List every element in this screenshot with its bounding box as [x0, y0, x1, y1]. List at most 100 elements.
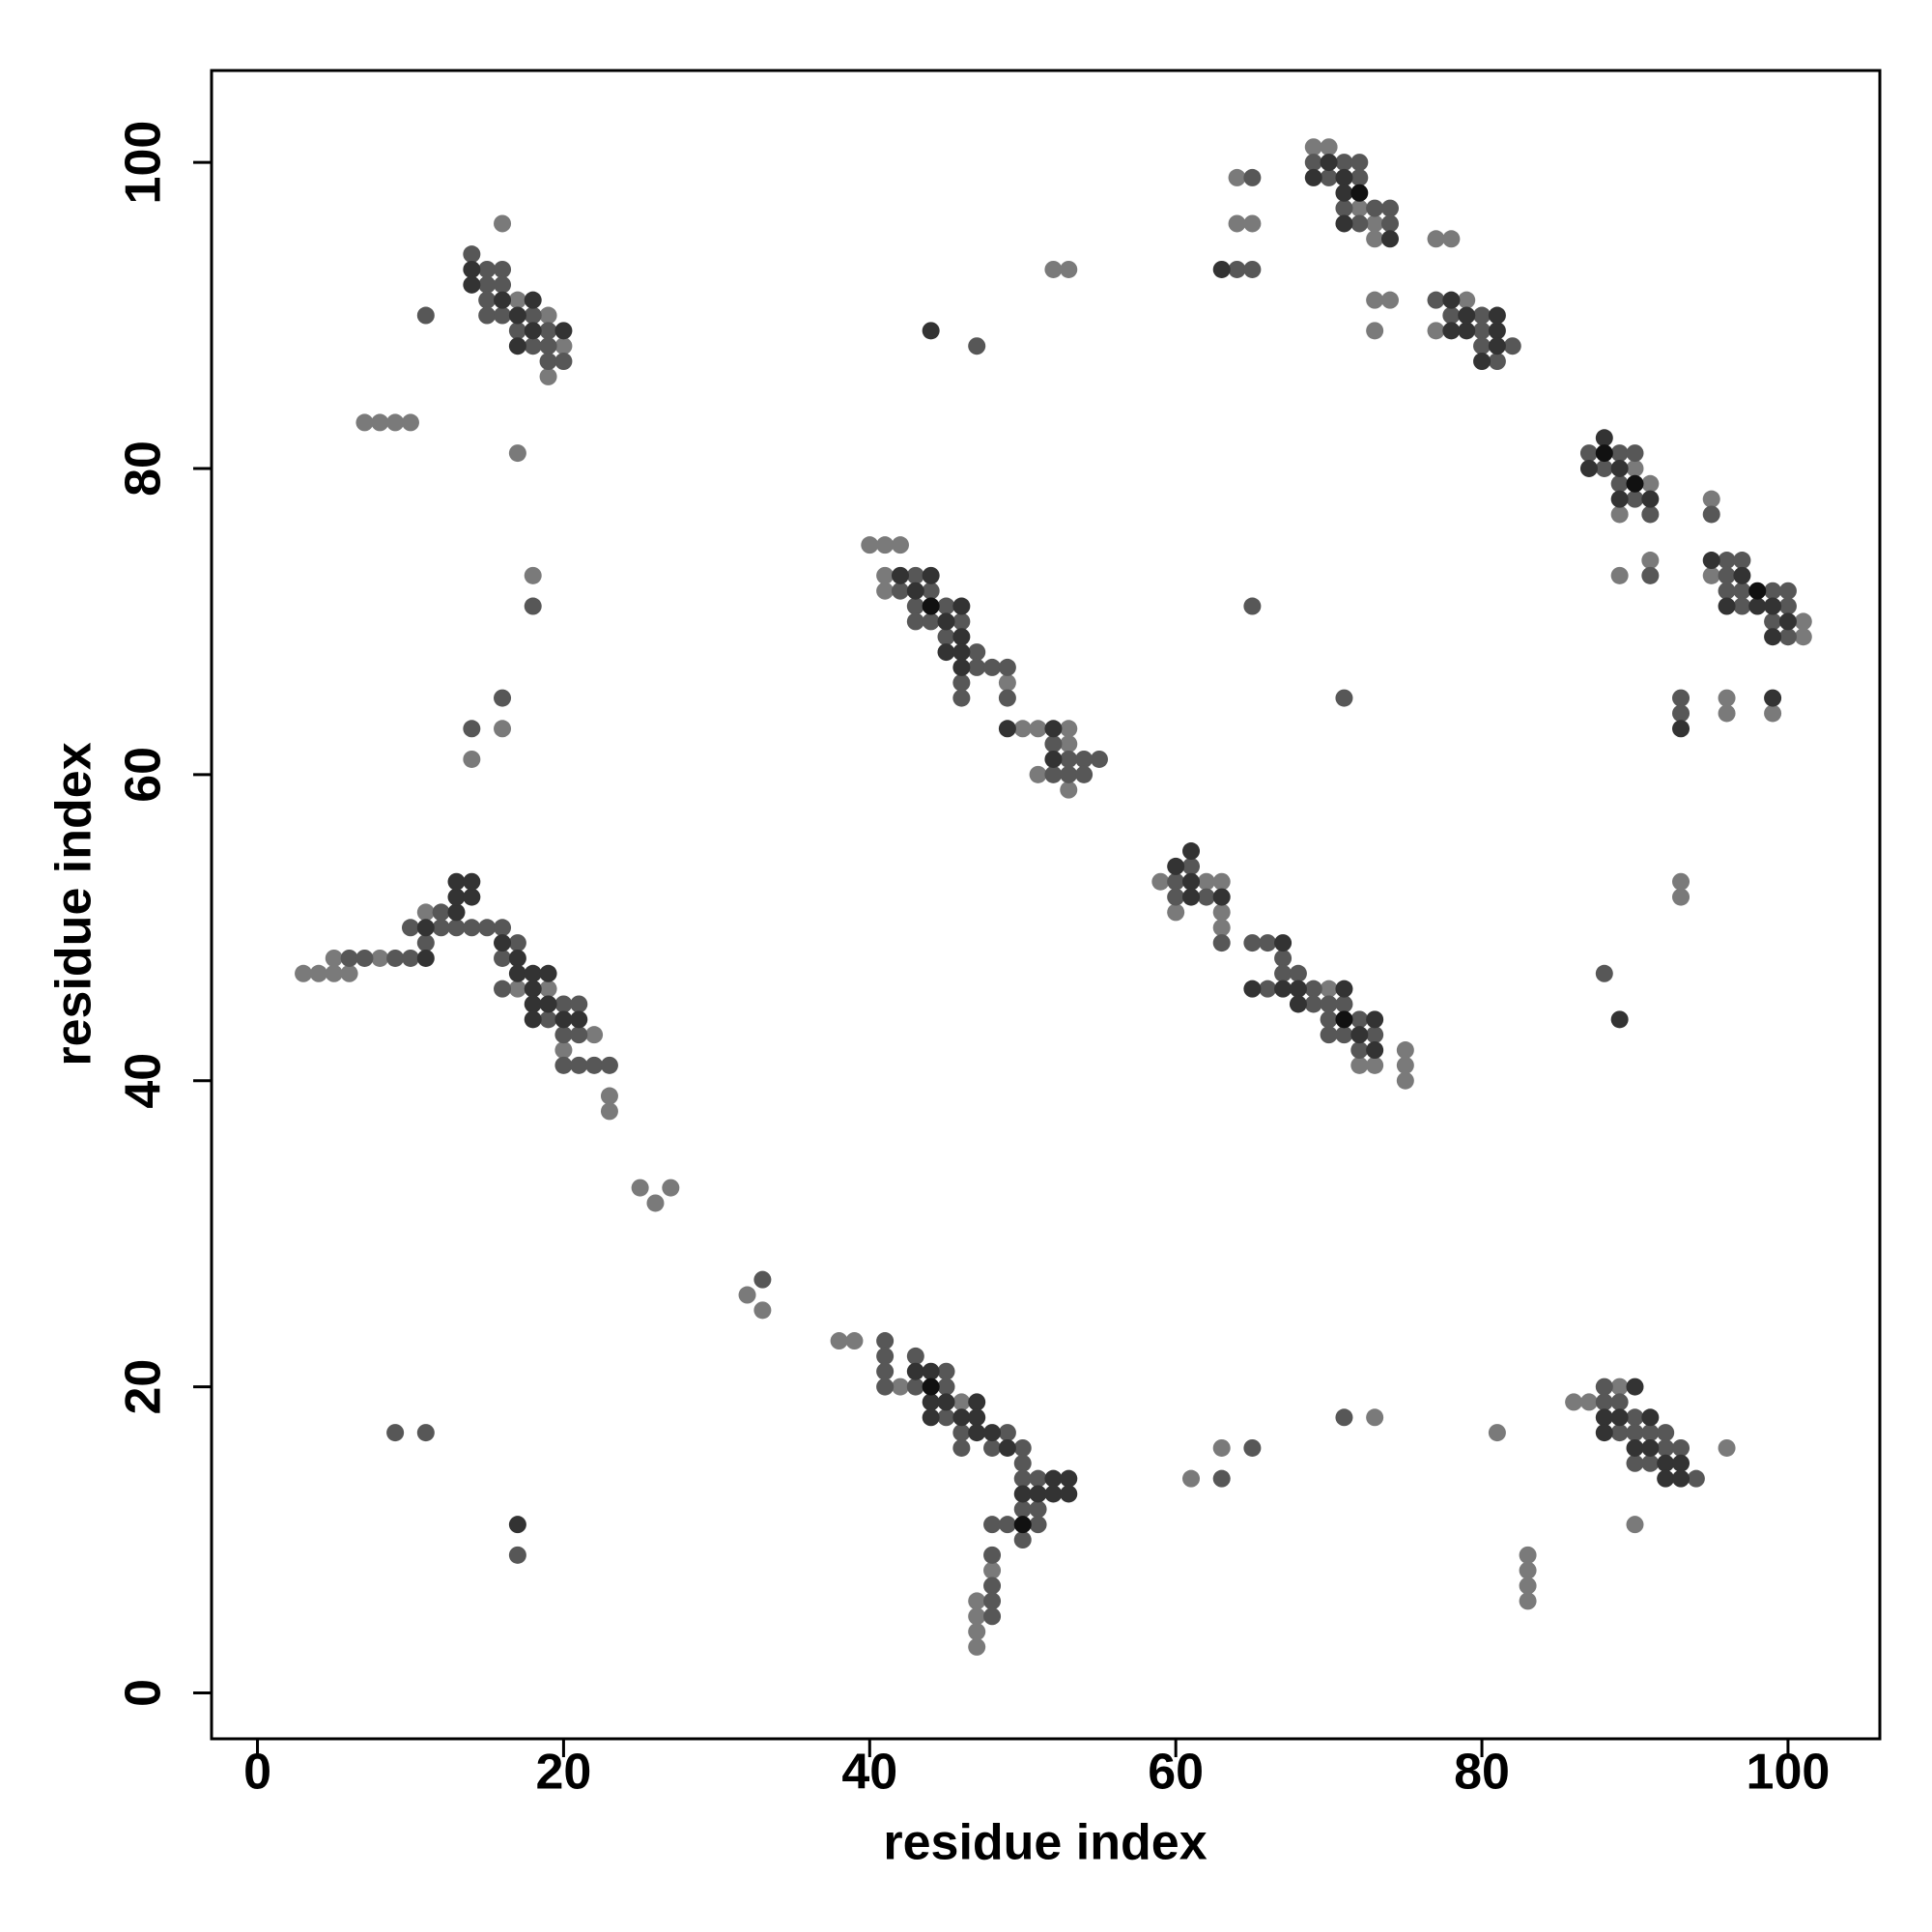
x-tick-label: 40: [841, 1745, 897, 1801]
point: [1151, 872, 1170, 891]
point: [1458, 306, 1476, 325]
point: [1595, 459, 1613, 477]
point: [876, 566, 895, 584]
point: [1778, 628, 1797, 646]
point: [524, 995, 542, 1013]
point: [906, 612, 924, 631]
point: [1304, 980, 1322, 998]
point: [1044, 735, 1063, 753]
point: [494, 306, 512, 325]
point: [1380, 199, 1399, 217]
point: [1182, 1469, 1201, 1488]
point: [1473, 322, 1492, 340]
point: [876, 1332, 895, 1350]
point: [1579, 459, 1598, 477]
point: [1274, 980, 1293, 998]
point: [1228, 168, 1246, 186]
point: [1718, 689, 1736, 707]
point: [570, 1026, 588, 1044]
y-tick-label: 60: [116, 747, 172, 803]
point: [1641, 552, 1660, 570]
point: [508, 949, 526, 967]
point: [1182, 842, 1201, 861]
point: [998, 1438, 1016, 1457]
point: [600, 1102, 618, 1121]
point: [1610, 1010, 1629, 1029]
point: [1366, 1056, 1384, 1074]
point: [1212, 1469, 1231, 1488]
point: [1320, 1026, 1338, 1044]
point: [432, 919, 450, 937]
point: [1044, 765, 1063, 783]
point: [1335, 214, 1353, 233]
point: [845, 1332, 864, 1350]
point: [1748, 597, 1767, 615]
point: [937, 1378, 955, 1396]
point: [1228, 260, 1246, 278]
point: [1488, 353, 1506, 371]
point: [1641, 1438, 1660, 1457]
point: [340, 964, 358, 982]
point: [508, 934, 526, 952]
point: [922, 1393, 940, 1411]
point: [952, 1408, 971, 1427]
point: [1335, 1408, 1353, 1427]
point: [937, 597, 955, 615]
point: [983, 1516, 1002, 1534]
point: [1610, 490, 1629, 508]
point: [340, 949, 358, 967]
point: [1488, 337, 1506, 355]
point: [494, 689, 512, 707]
point: [1212, 260, 1231, 278]
point: [508, 306, 526, 325]
point: [1488, 322, 1506, 340]
point: [1595, 1393, 1613, 1411]
point: [508, 1516, 526, 1534]
point: [1350, 168, 1369, 186]
point: [1289, 980, 1307, 998]
point: [1473, 337, 1492, 355]
point: [1197, 872, 1215, 891]
point: [1380, 230, 1399, 248]
point: [1610, 474, 1629, 493]
point: [906, 582, 924, 600]
point: [968, 1592, 986, 1610]
point: [937, 1393, 955, 1411]
point: [478, 260, 497, 278]
point: [1044, 1485, 1063, 1503]
point: [952, 673, 971, 692]
point: [1335, 184, 1353, 202]
point: [600, 1056, 618, 1074]
point: [554, 1041, 573, 1060]
point: [998, 1424, 1016, 1442]
point: [998, 1516, 1016, 1534]
point: [922, 1408, 940, 1427]
y-tick-label: 80: [116, 440, 172, 497]
point: [1075, 750, 1094, 768]
point: [1167, 903, 1185, 922]
point: [1657, 1469, 1675, 1488]
point: [1320, 154, 1338, 172]
point: [983, 1592, 1002, 1610]
point: [463, 260, 481, 278]
point: [753, 1270, 772, 1289]
point: [1380, 214, 1399, 233]
point: [524, 337, 542, 355]
point: [1427, 230, 1445, 248]
point: [1610, 1408, 1629, 1427]
point: [1733, 552, 1751, 570]
point: [1366, 291, 1384, 309]
point: [968, 1393, 986, 1411]
point: [1718, 1438, 1736, 1457]
point: [447, 888, 466, 906]
point: [1013, 1438, 1032, 1457]
point: [524, 597, 542, 615]
point: [1060, 720, 1078, 738]
point: [1672, 1469, 1690, 1488]
point: [1672, 689, 1690, 707]
point: [1380, 291, 1399, 309]
point: [1778, 612, 1797, 631]
point: [478, 306, 497, 325]
point: [1060, 765, 1078, 783]
point: [1718, 582, 1736, 600]
